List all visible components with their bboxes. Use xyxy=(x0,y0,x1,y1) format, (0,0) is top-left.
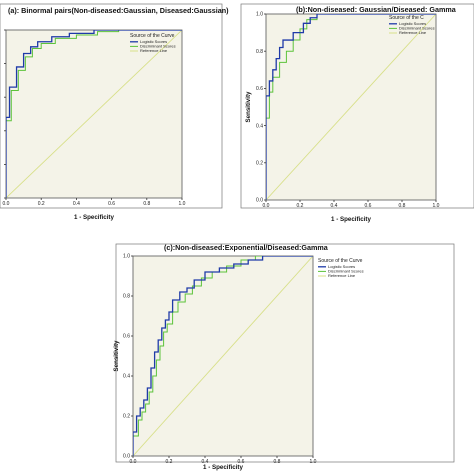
x-tick-label: 0.2 xyxy=(297,203,304,209)
legend-entry: Discriminant Scores xyxy=(328,269,364,274)
legend-entry: Discriminant Scores xyxy=(399,26,435,31)
y-tick-label: 0.0 xyxy=(123,454,130,460)
legend-entry: Reference Line xyxy=(140,48,168,53)
series-line-logistic-scores xyxy=(266,14,436,200)
series-group xyxy=(6,30,182,198)
y-tick-label: 0.8 xyxy=(123,294,130,300)
series-group xyxy=(266,14,436,200)
roc-panel-1: (a): Binormal pairs(Non-diseased:Gaussia… xyxy=(0,3,229,221)
x-tick-label: 0.6 xyxy=(108,201,115,207)
x-tick-label: 0.8 xyxy=(274,459,281,465)
legend-title: Source of the Curve xyxy=(130,33,175,39)
x-tick-label: 0.0 xyxy=(263,203,270,209)
x-tick-label: 0.6 xyxy=(365,203,372,209)
legend-title: Source of the C xyxy=(389,15,424,21)
x-tick-label: 0.2 xyxy=(38,201,45,207)
legend-entry: Reference Line xyxy=(399,30,427,35)
x-axis-label: 1 - Specificity xyxy=(203,464,243,471)
x-tick-label: 0.4 xyxy=(331,203,338,209)
series-line-reference-line xyxy=(133,256,313,456)
x-tick-label: 1.0 xyxy=(179,201,186,207)
legend-entry: Reference Line xyxy=(328,273,356,278)
y-tick-label: 1.0 xyxy=(256,12,263,18)
y-tick-label: 0.4 xyxy=(256,123,263,129)
series-line-reference-line xyxy=(266,14,436,200)
y-tick-label: 0.8 xyxy=(256,49,263,55)
legend-entry: Discriminant Scores xyxy=(140,44,176,49)
x-tick-label: 0.4 xyxy=(73,201,80,207)
x-tick-label: 0.6 xyxy=(238,459,245,465)
legend-title: Source of the Curve xyxy=(318,258,363,264)
series-line-discriminant-scores xyxy=(133,256,313,456)
y-tick-label: 0.6 xyxy=(123,334,130,340)
x-axis-label: 1 - Specificity xyxy=(74,214,114,221)
x-tick-label: 0.0 xyxy=(3,201,10,207)
x-tick-label: 0.4 xyxy=(202,459,209,465)
series-line-logistic-scores xyxy=(133,256,313,456)
chart-title: (c):Non-diseased:Exponential/Diseased:Ga… xyxy=(164,243,329,252)
x-tick-label: 0.8 xyxy=(143,201,150,207)
series-line-discriminant-scores xyxy=(6,30,182,198)
chart-title: (a): Binormal pairs(Non-diseased:Gaussia… xyxy=(8,6,229,15)
x-axis-label: 1 - Specificity xyxy=(331,216,371,223)
y-tick-label: 0.2 xyxy=(256,161,263,167)
x-tick-label: 0.0 xyxy=(130,459,137,465)
x-tick-label: 0.2 xyxy=(166,459,173,465)
roc-panel-2: (b):Non-diseased: Gaussian/Diseased: Gam… xyxy=(240,3,474,223)
legend-entry: Logistic Scores xyxy=(399,21,426,26)
series-line-reference-line xyxy=(6,30,182,198)
x-tick-label: 1.0 xyxy=(310,459,317,465)
series-group xyxy=(133,256,313,456)
series-line-logistic-scores xyxy=(6,30,182,198)
y-tick-label: 0.2 xyxy=(123,414,130,420)
x-tick-label: 1.0 xyxy=(433,203,440,209)
y-axis-label: Sensitivity xyxy=(113,340,120,372)
y-tick-label: 1.0 xyxy=(123,254,130,260)
x-tick-label: 0.8 xyxy=(399,203,406,209)
y-tick-label: 0.0 xyxy=(256,198,263,204)
y-tick-label: 0.4 xyxy=(123,374,130,380)
y-tick-label: 0.6 xyxy=(256,86,263,92)
chart-title: (b):Non-diseased: Gaussian/Diseased: Gam… xyxy=(296,5,457,14)
legend-entry: Logistic Scores xyxy=(328,264,355,269)
roc-panel-3: (c):Non-diseased:Exponential/Diseased:Ga… xyxy=(113,243,455,471)
y-axis-label: Sensitivity xyxy=(245,91,252,123)
legend-entry: Logistic Scores xyxy=(140,39,167,44)
